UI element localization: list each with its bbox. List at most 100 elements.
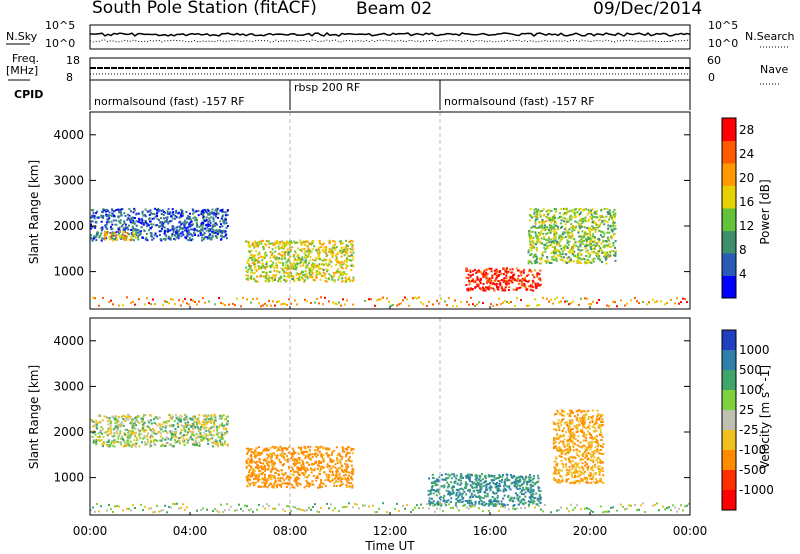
scatter-cell (292, 451, 295, 454)
scatter-cell (566, 218, 569, 221)
scatter-cell (307, 250, 310, 253)
scatter-cell (392, 304, 394, 306)
scatter-cell (450, 481, 453, 484)
scatter-cell (435, 490, 438, 492)
scatter-cell (592, 228, 595, 231)
scatter-cell (122, 439, 125, 442)
scatter-cell (304, 457, 307, 460)
scatter-cell (183, 413, 186, 416)
scatter-cell (92, 214, 95, 217)
scatter-cell (264, 280, 267, 283)
scatter-cell (114, 417, 117, 420)
scatter-cell (349, 247, 352, 250)
scatter-cell (113, 234, 116, 237)
scatter-cell (222, 434, 225, 436)
scatter-cell (477, 283, 480, 286)
scatter-cell (408, 304, 410, 307)
scatter-cell (552, 217, 555, 220)
scatter-cell (316, 454, 319, 456)
scatter-cell (278, 474, 281, 476)
scatter-cell (286, 268, 289, 271)
scatter-cell (348, 240, 351, 243)
scatter-cell (483, 501, 486, 504)
scatter-cell (280, 461, 282, 464)
scatter-cell (217, 443, 219, 446)
scatter-cell (447, 483, 450, 486)
scatter-cell (427, 493, 430, 496)
scatter-cell (141, 428, 144, 431)
scatter-cell (207, 429, 210, 432)
scatter-cell (267, 242, 270, 245)
scatter-cell (310, 275, 313, 278)
scatter-cell (319, 445, 322, 448)
scatter-cell (524, 285, 527, 288)
scatter-cell (282, 242, 285, 245)
scatter-cell (245, 240, 247, 243)
scatter-cell (609, 251, 612, 254)
scatter-cell (486, 280, 489, 283)
scatter-cell (522, 271, 525, 274)
scatter-cell (286, 264, 289, 267)
scatter-cell (453, 482, 456, 484)
scatter-cell (186, 442, 189, 444)
scatter-cell (460, 301, 462, 304)
scatter-cell (196, 219, 198, 222)
scatter-cell (191, 424, 194, 427)
scatter-cell (290, 262, 293, 265)
scatter-cell (305, 461, 308, 464)
scatter-cell (274, 250, 277, 253)
scatter-cell (670, 299, 672, 301)
scatter-cell (224, 234, 227, 237)
scatter-cell (113, 210, 115, 212)
scatter-cell (293, 486, 296, 489)
scatter-cell (350, 269, 353, 272)
scatter-cell (106, 441, 109, 443)
scatter-cell (313, 279, 316, 282)
scatter-cell (221, 431, 224, 434)
scatter-cell (461, 500, 464, 503)
scatter-cell (169, 220, 172, 223)
scatter-cell (530, 493, 533, 496)
scatter-cell (297, 273, 300, 276)
scatter-cell (624, 304, 626, 307)
scatter-cell (542, 213, 545, 216)
scatter-cell (517, 499, 520, 502)
scatter-cell (164, 230, 166, 233)
scatter-cell (221, 235, 224, 238)
scatter-cell (179, 414, 182, 417)
scatter-cell (580, 240, 583, 243)
scatter-cell (327, 277, 330, 280)
scatter-cell (608, 231, 611, 234)
scatter-cell (596, 216, 599, 219)
scatter-cell (225, 226, 228, 229)
scatter-cell (586, 241, 589, 244)
scatter-cell (133, 422, 136, 425)
scatter-cell (118, 232, 120, 235)
scatter-cell (293, 264, 296, 267)
scatter-cell (183, 229, 186, 232)
scatter-cell (528, 233, 531, 236)
scatter-cell (311, 242, 314, 245)
scatter-cell (346, 463, 349, 466)
scatter-cell (317, 267, 320, 270)
scatter-cell (349, 251, 352, 254)
scatter-cell (102, 209, 105, 212)
scatter-cell (268, 246, 271, 249)
scatter-cell (131, 229, 134, 232)
scatter-cell (524, 501, 527, 504)
scatter-cell (300, 243, 303, 246)
scatter-cell (172, 424, 175, 427)
scatter-cell (276, 484, 278, 487)
scatter-cell (298, 277, 301, 280)
scatter-cell (266, 460, 269, 463)
scatter-cell (328, 260, 331, 263)
scatter-cell (456, 305, 458, 308)
scatter-cell (316, 265, 319, 268)
scatter-cell (611, 237, 614, 240)
scatter-cell (280, 246, 283, 249)
scatter-cell (449, 494, 452, 497)
scatter-cell (283, 447, 286, 449)
scatter-cell (611, 217, 614, 220)
scatter-cell (156, 439, 159, 442)
scatter-cell (251, 259, 254, 261)
